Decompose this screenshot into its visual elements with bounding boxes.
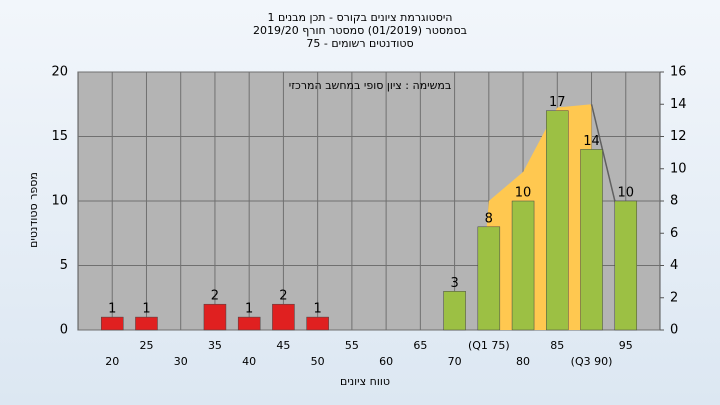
y2-tick-label: 10 [670,161,687,176]
bar [237,316,261,331]
bar [477,226,501,331]
x-tick-label: 30 [174,355,188,368]
value-label: 14 [583,134,600,149]
y-axis-label: מספר סטודנטים [27,172,40,248]
value-label: 1 [142,302,150,317]
x-tick-label: 25 [139,339,153,352]
x-tick-label: 95 [619,339,633,352]
value-label: 2 [279,289,287,304]
bar [100,316,124,331]
x-tick-label: 20 [105,355,119,368]
layer: 0510152002468101214162025303540455055606… [51,65,686,369]
y-tick-label: 20 [51,65,68,80]
bar [580,149,603,331]
y-tick-label: 0 [60,323,68,338]
subtitle: במשימה : ציון סופי במחשב המרכזי [289,79,452,92]
bar [272,303,295,331]
value-label: 10 [617,186,634,201]
value-label: 8 [485,211,493,226]
bar [511,200,535,331]
x-tick-label: (Q3 90) [571,355,613,368]
y2-tick-label: 12 [670,129,687,144]
value-label: 10 [515,186,532,201]
y2-tick-label: 2 [670,290,678,305]
x-tick-label: 70 [448,355,462,368]
y2-tick-label: 4 [670,258,678,273]
title-line: בסמסטר (01/2019) סמסטר חורף 2019/20 [253,24,467,37]
x-tick-label: (Q1 75) [468,339,510,352]
bar [443,291,466,331]
x-tick-label: 80 [516,355,530,368]
value-label: 3 [450,276,458,291]
bar [135,316,158,331]
y-tick-label: 5 [60,258,68,273]
x-axis-label: טווח ציונים [340,375,390,388]
title-line: סטודנטים רשומים - 75 [306,37,413,50]
value-label: 17 [549,95,566,110]
bar [546,110,569,331]
x-tick-label: 60 [379,355,393,368]
x-tick-label: 45 [276,339,290,352]
x-tick-label: 50 [311,355,325,368]
bar [306,316,329,331]
value-label: 2 [211,289,219,304]
y2-tick-label: 16 [670,65,687,80]
y2-tick-label: 6 [670,226,678,241]
title-line: היסטוגרמת ציונים בקורס - תכן מבנים 1 [268,11,453,24]
x-tick-label: 35 [208,339,222,352]
value-label: 1 [245,302,253,317]
y-tick-label: 15 [51,129,68,144]
x-tick-label: 65 [413,339,427,352]
y2-tick-label: 8 [670,194,678,209]
y2-tick-label: 0 [670,323,678,338]
value-label: 1 [108,302,116,317]
value-label: 1 [314,302,322,317]
bar [203,303,227,331]
x-tick-label: 40 [242,355,256,368]
bar [614,200,638,331]
y2-tick-label: 14 [670,97,687,112]
x-tick-label: 55 [345,339,359,352]
y-tick-label: 10 [51,194,68,209]
x-tick-label: 85 [550,339,564,352]
